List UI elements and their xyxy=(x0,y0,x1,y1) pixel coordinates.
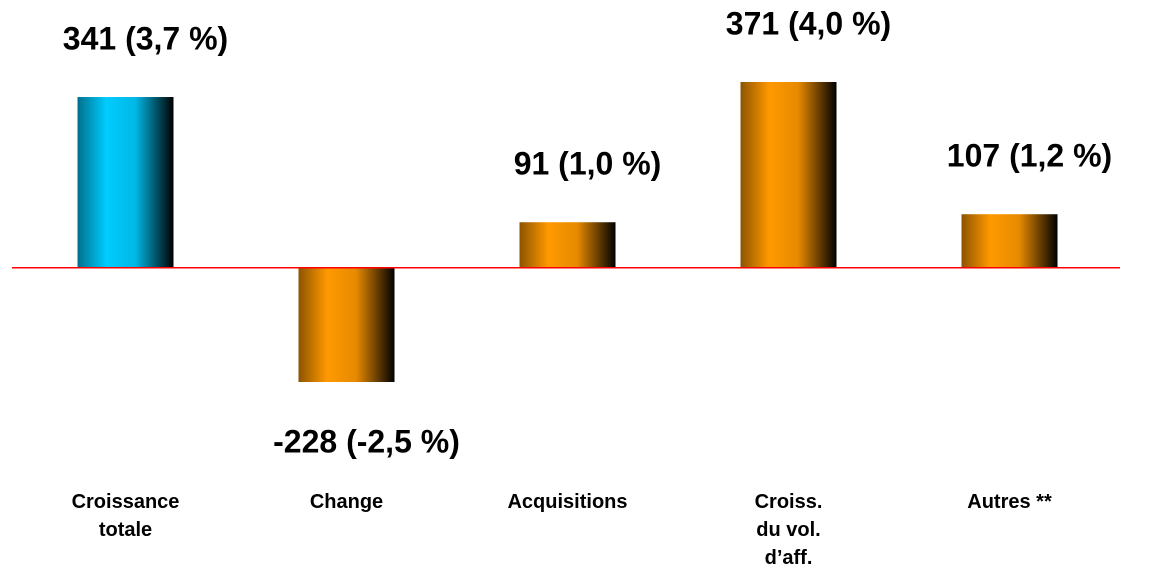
category-label: Autres ** xyxy=(967,491,1052,513)
value-label: 341 (3,7 %) xyxy=(63,20,228,56)
bar xyxy=(298,267,395,382)
value-label: 371 (4,0 %) xyxy=(726,5,891,41)
category-label: Change xyxy=(309,491,384,513)
category-label: Acquisitions xyxy=(507,491,628,513)
value-label: 91 (1,0 %) xyxy=(514,146,662,182)
bar xyxy=(519,222,616,268)
bar xyxy=(961,214,1058,268)
category-label: Croissance totale xyxy=(71,491,180,541)
value-label: -228 (-2,5 %) xyxy=(273,423,460,459)
category-label: Croiss. du vol. d’aff. xyxy=(754,491,823,569)
bar xyxy=(740,82,837,268)
bar xyxy=(77,97,174,268)
value-label: 107 (1,2 %) xyxy=(947,138,1112,174)
